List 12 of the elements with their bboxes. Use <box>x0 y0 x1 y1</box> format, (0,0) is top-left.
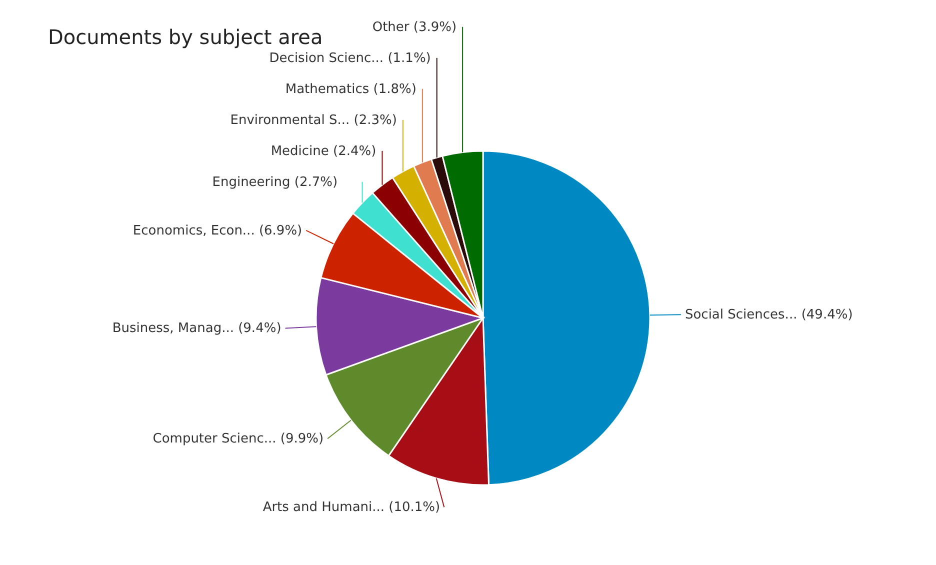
slice-label: Environmental S... (2.3%) <box>230 112 397 128</box>
slice-label: Computer Scienc... (9.9%) <box>152 432 324 447</box>
slice-label: Engineering (2.7%) <box>212 174 338 190</box>
slice-label: Arts and Humani... (10.1%) <box>262 500 440 516</box>
slice-label: Decision Scienc... (1.1%) <box>269 50 431 66</box>
slice-label: Mathematics (1.8%) <box>285 82 416 97</box>
slice-label: Other (3.9%) <box>372 20 457 35</box>
slice-label: Business, Manag... (9.4%) <box>112 321 282 336</box>
slice-label: Social Sciences... (49.4%) <box>684 308 853 323</box>
slice-label: Economics, Econ... (6.9%) <box>132 223 302 238</box>
chart-title: Documents by subject area <box>48 25 323 49</box>
slice-label: Medicine (2.4%) <box>270 144 376 159</box>
